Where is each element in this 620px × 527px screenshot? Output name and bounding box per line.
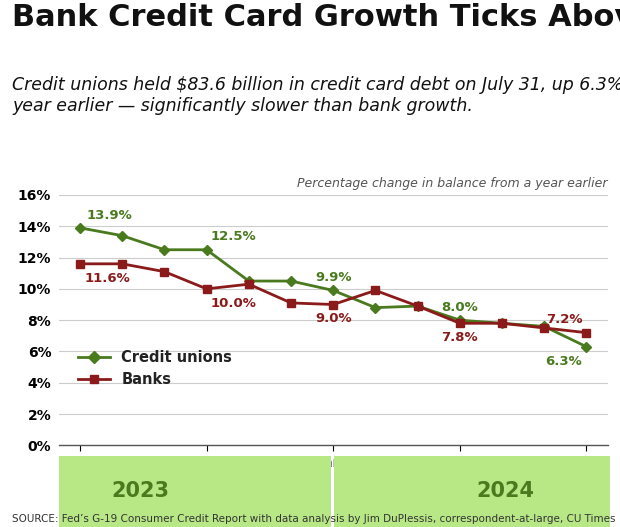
Text: 7.2%: 7.2%	[546, 314, 582, 326]
Text: Credit unions held $83.6 billion in credit card debt on July 31, up 6.3% from a
: Credit unions held $83.6 billion in cred…	[12, 76, 620, 115]
Text: 8.0%: 8.0%	[441, 301, 478, 314]
Text: 12.5%: 12.5%	[211, 230, 257, 243]
Text: 7.8%: 7.8%	[441, 331, 478, 344]
Legend: Credit unions, Banks: Credit unions, Banks	[72, 344, 238, 393]
Text: 13.9%: 13.9%	[86, 209, 132, 221]
Text: 6.3%: 6.3%	[546, 355, 582, 367]
Text: Percentage change in balance from a year earlier: Percentage change in balance from a year…	[297, 177, 608, 190]
Text: 9.9%: 9.9%	[315, 271, 352, 284]
Text: 10.0%: 10.0%	[211, 297, 257, 310]
Text: 9.0%: 9.0%	[315, 313, 352, 325]
Text: 2023: 2023	[112, 482, 170, 501]
Text: 2024: 2024	[476, 482, 534, 501]
Text: SOURCE: Fed’s G-19 Consumer Credit Report with data analysis by Jim DuPlessis, c: SOURCE: Fed’s G-19 Consumer Credit Repor…	[12, 514, 616, 524]
Text: Bank Credit Card Growth Ticks Above CUs: Bank Credit Card Growth Ticks Above CUs	[12, 3, 620, 32]
Text: 11.6%: 11.6%	[84, 271, 130, 285]
